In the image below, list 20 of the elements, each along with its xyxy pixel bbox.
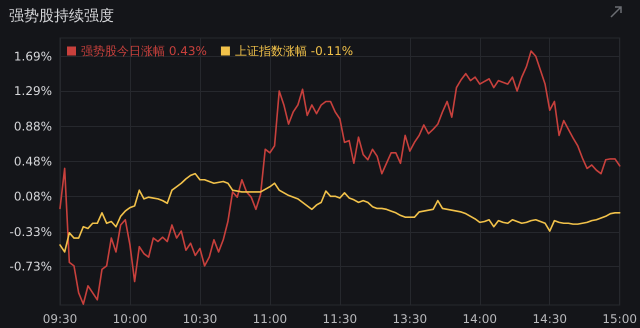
x-tick-label: 11:00 [252,312,288,326]
x-tick-label: 11:30 [322,312,358,326]
x-tick-label: 13:30 [392,312,428,326]
y-tick-label: 0.08% [14,189,52,204]
y-tick-label: 1.69% [14,49,52,64]
legend-label: 上证指数涨幅 -0.11% [234,44,354,58]
y-tick-label: -0.33% [10,224,52,239]
y-tick-label: 1.29% [14,84,52,98]
y-tick-label: -0.73% [10,260,52,274]
legend-label: 强势股今日涨幅 0.43% [81,44,207,58]
x-tick-label: 09:30 [42,312,78,326]
x-tick-label: 15:00 [602,312,638,326]
chart-title: 强势股持续强度 [9,6,114,24]
y-tick-label: 0.48% [14,154,52,168]
y-tick-label: 0.88% [14,120,52,134]
x-tick-label: 14:30 [532,312,568,326]
line-series [59,172,621,253]
x-tick-label: 14:00 [462,312,498,326]
x-tick-label: 10:30 [182,312,218,326]
x-tick-label: 10:00 [112,312,148,326]
